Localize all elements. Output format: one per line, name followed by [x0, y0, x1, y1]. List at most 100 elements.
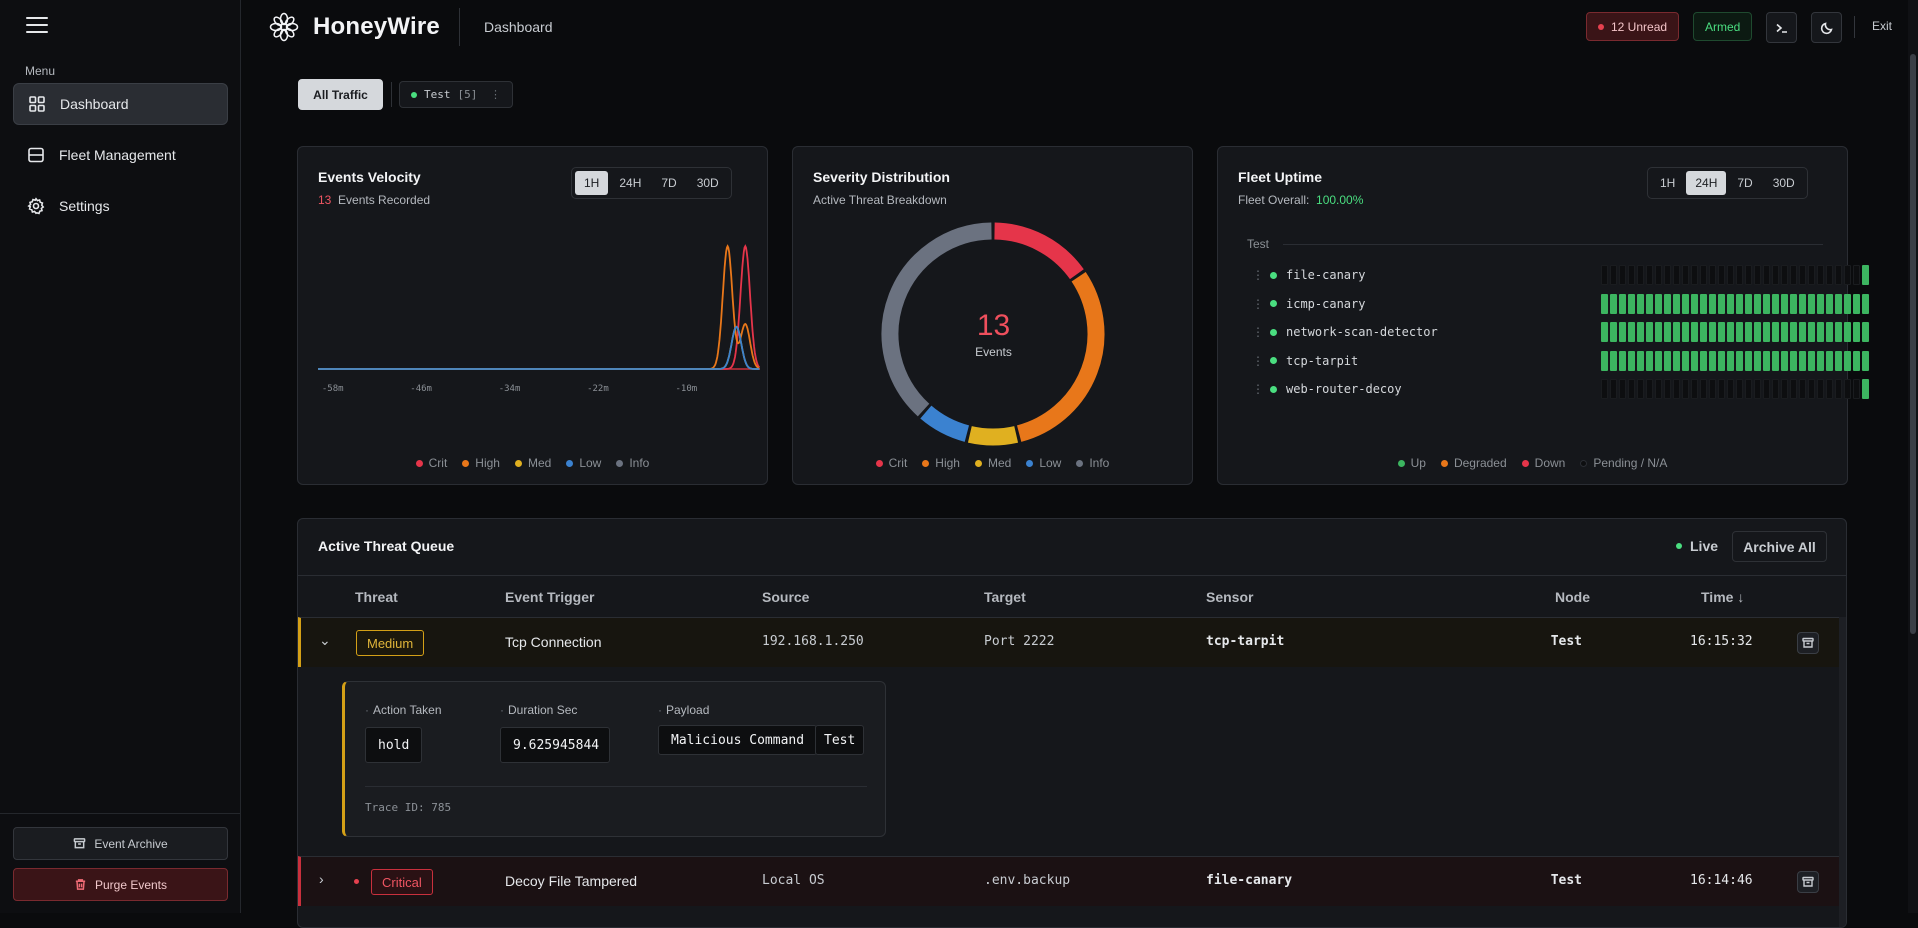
sidebar-item-fleet-management[interactable]: Fleet Management: [13, 134, 228, 176]
range-24h[interactable]: 24H: [1686, 171, 1727, 195]
event-archive-button[interactable]: Event Archive: [13, 827, 228, 860]
uptime-bar: [1799, 379, 1806, 399]
gear-icon: [27, 197, 45, 215]
uptime-bar: [1772, 322, 1779, 342]
purge-events-button[interactable]: Purge Events: [13, 868, 228, 901]
card-title: Fleet Uptime: [1238, 169, 1323, 185]
uptime-bar: [1808, 293, 1815, 314]
x-tick-label: -22m: [587, 384, 609, 394]
legend-dot-icon: [616, 459, 624, 467]
uptime-bar: [1736, 350, 1743, 371]
series-line-low: [318, 325, 760, 370]
payload-value: Malicious Command: [658, 725, 818, 755]
uptime-bar: [1808, 265, 1815, 285]
chevron-down-icon[interactable]: ⌄: [319, 632, 331, 648]
range-30d[interactable]: 30D: [1772, 176, 1795, 190]
legend-dot-icon: [1026, 459, 1034, 467]
column-header-target[interactable]: Target: [984, 589, 1026, 605]
uptime-bar: [1727, 350, 1734, 371]
top-header: HoneyWire Dashboard 12 Unread Armed Exit: [241, 0, 1918, 56]
uptime-sensor-row[interactable]: ⋮ tcp-tarpit: [1252, 350, 1869, 372]
exit-link[interactable]: Exit: [1872, 19, 1893, 33]
column-header-time[interactable]: Time ↓: [1701, 589, 1745, 605]
drag-handle-icon[interactable]: ⋮: [1252, 353, 1264, 368]
fleet-overall-label: Fleet Overall:: [1238, 193, 1310, 207]
sidebar-item-dashboard[interactable]: Dashboard: [13, 83, 228, 125]
hamburger-menu-icon[interactable]: [26, 17, 48, 35]
table-scrollbar[interactable]: [1839, 617, 1846, 927]
uptime-bar: [1637, 265, 1644, 285]
column-header-source[interactable]: Source: [762, 589, 810, 605]
column-header-sensor[interactable]: Sensor: [1206, 589, 1254, 605]
drag-handle-icon[interactable]: ⋮: [1252, 296, 1264, 311]
donut-slice-crit[interactable]: [994, 222, 1084, 280]
column-header-trigger[interactable]: Event Trigger: [505, 589, 595, 605]
row-archive-button[interactable]: [1797, 632, 1819, 654]
range-1h[interactable]: 1H: [1660, 176, 1676, 190]
unread-badge[interactable]: 12 Unread: [1586, 12, 1680, 41]
uptime-bar: [1853, 379, 1860, 399]
column-header-threat[interactable]: Threat: [355, 589, 398, 605]
sidebar-item-settings[interactable]: Settings: [13, 185, 228, 227]
uptime-bar: [1754, 350, 1761, 371]
donut-slice-info[interactable]: [881, 222, 992, 417]
uptime-sensor-row[interactable]: ⋮ file-canary: [1252, 264, 1869, 286]
theme-toggle-button[interactable]: [1811, 12, 1842, 43]
uptime-bar: [1826, 265, 1833, 285]
table-row[interactable]: ⌄ Medium Tcp Connection 192.168.1.250 Po…: [298, 617, 1839, 667]
uptime-bar: [1646, 293, 1653, 314]
range-30d[interactable]: 30D: [696, 176, 719, 190]
table-row[interactable]: › Critical Decoy File Tampered Local OS …: [298, 856, 1839, 906]
uptime-bar: [1835, 293, 1842, 314]
uptime-bar: [1619, 265, 1626, 285]
column-header-node[interactable]: Node: [1555, 589, 1590, 605]
kebab-menu-icon[interactable]: ⋮: [490, 89, 501, 101]
range-7d[interactable]: 7D: [1737, 176, 1753, 190]
uptime-bar: [1745, 322, 1752, 342]
armed-status-badge[interactable]: Armed: [1693, 12, 1753, 41]
chevron-right-icon[interactable]: ›: [319, 871, 324, 887]
uptime-bar: [1817, 379, 1824, 399]
uptime-bar: [1628, 293, 1635, 314]
velocity-legend-item: Med: [514, 456, 551, 470]
uptime-bar: [1601, 350, 1608, 371]
node-filter-chip[interactable]: Test [5] ⋮: [399, 81, 513, 108]
node-filter-name: Test: [424, 88, 451, 101]
velocity-legend-item: Info: [616, 456, 649, 470]
uptime-bar: [1862, 265, 1869, 285]
donut-slice-low[interactable]: [920, 405, 970, 442]
drag-handle-icon[interactable]: ⋮: [1252, 268, 1264, 282]
card-subtitle: Active Threat Breakdown: [813, 193, 947, 207]
uptime-bar: [1772, 293, 1779, 314]
uptime-bars: [1601, 379, 1869, 399]
range-7d[interactable]: 7D: [661, 176, 677, 190]
row-archive-button[interactable]: [1797, 871, 1819, 893]
uptime-bar: [1646, 379, 1653, 399]
drag-handle-icon[interactable]: ⋮: [1252, 325, 1264, 339]
drag-handle-icon[interactable]: ⋮: [1252, 382, 1264, 396]
velocity-legend-item: Low: [566, 456, 601, 470]
donut-slice-med[interactable]: [967, 426, 1019, 446]
uptime-sensor-row[interactable]: ⋮ web-router-decoy: [1252, 378, 1869, 400]
page-scrollbar[interactable]: [1908, 0, 1918, 913]
action-taken-value: hold: [365, 727, 423, 763]
uptime-bar: [1682, 379, 1689, 399]
event-node: Test: [1550, 873, 1582, 888]
uptime-sensor-row[interactable]: ⋮ network-scan-detector: [1252, 321, 1869, 343]
archive-all-button[interactable]: Archive All: [1732, 531, 1827, 562]
trace-id: Trace ID: 785: [365, 801, 452, 814]
uptime-sensor-row[interactable]: ⋮ icmp-canary: [1252, 293, 1869, 315]
brand-name: HoneyWire: [313, 13, 440, 40]
legend-label: High: [475, 456, 500, 470]
range-1h[interactable]: 1H: [575, 171, 609, 195]
uptime-legend-item: Down: [1521, 456, 1565, 470]
uptime-legend-item: Degraded: [1440, 456, 1507, 470]
terminal-button[interactable]: [1766, 12, 1797, 43]
uptime-bar: [1610, 265, 1617, 285]
legend-label: Pending / N/A: [1593, 456, 1668, 470]
range-24h[interactable]: 24H: [619, 176, 642, 190]
scrollbar-thumb[interactable]: [1910, 54, 1916, 634]
uptime-bar: [1637, 350, 1644, 371]
all-traffic-filter[interactable]: All Traffic: [298, 79, 383, 110]
donut-slice-high[interactable]: [1016, 272, 1105, 442]
